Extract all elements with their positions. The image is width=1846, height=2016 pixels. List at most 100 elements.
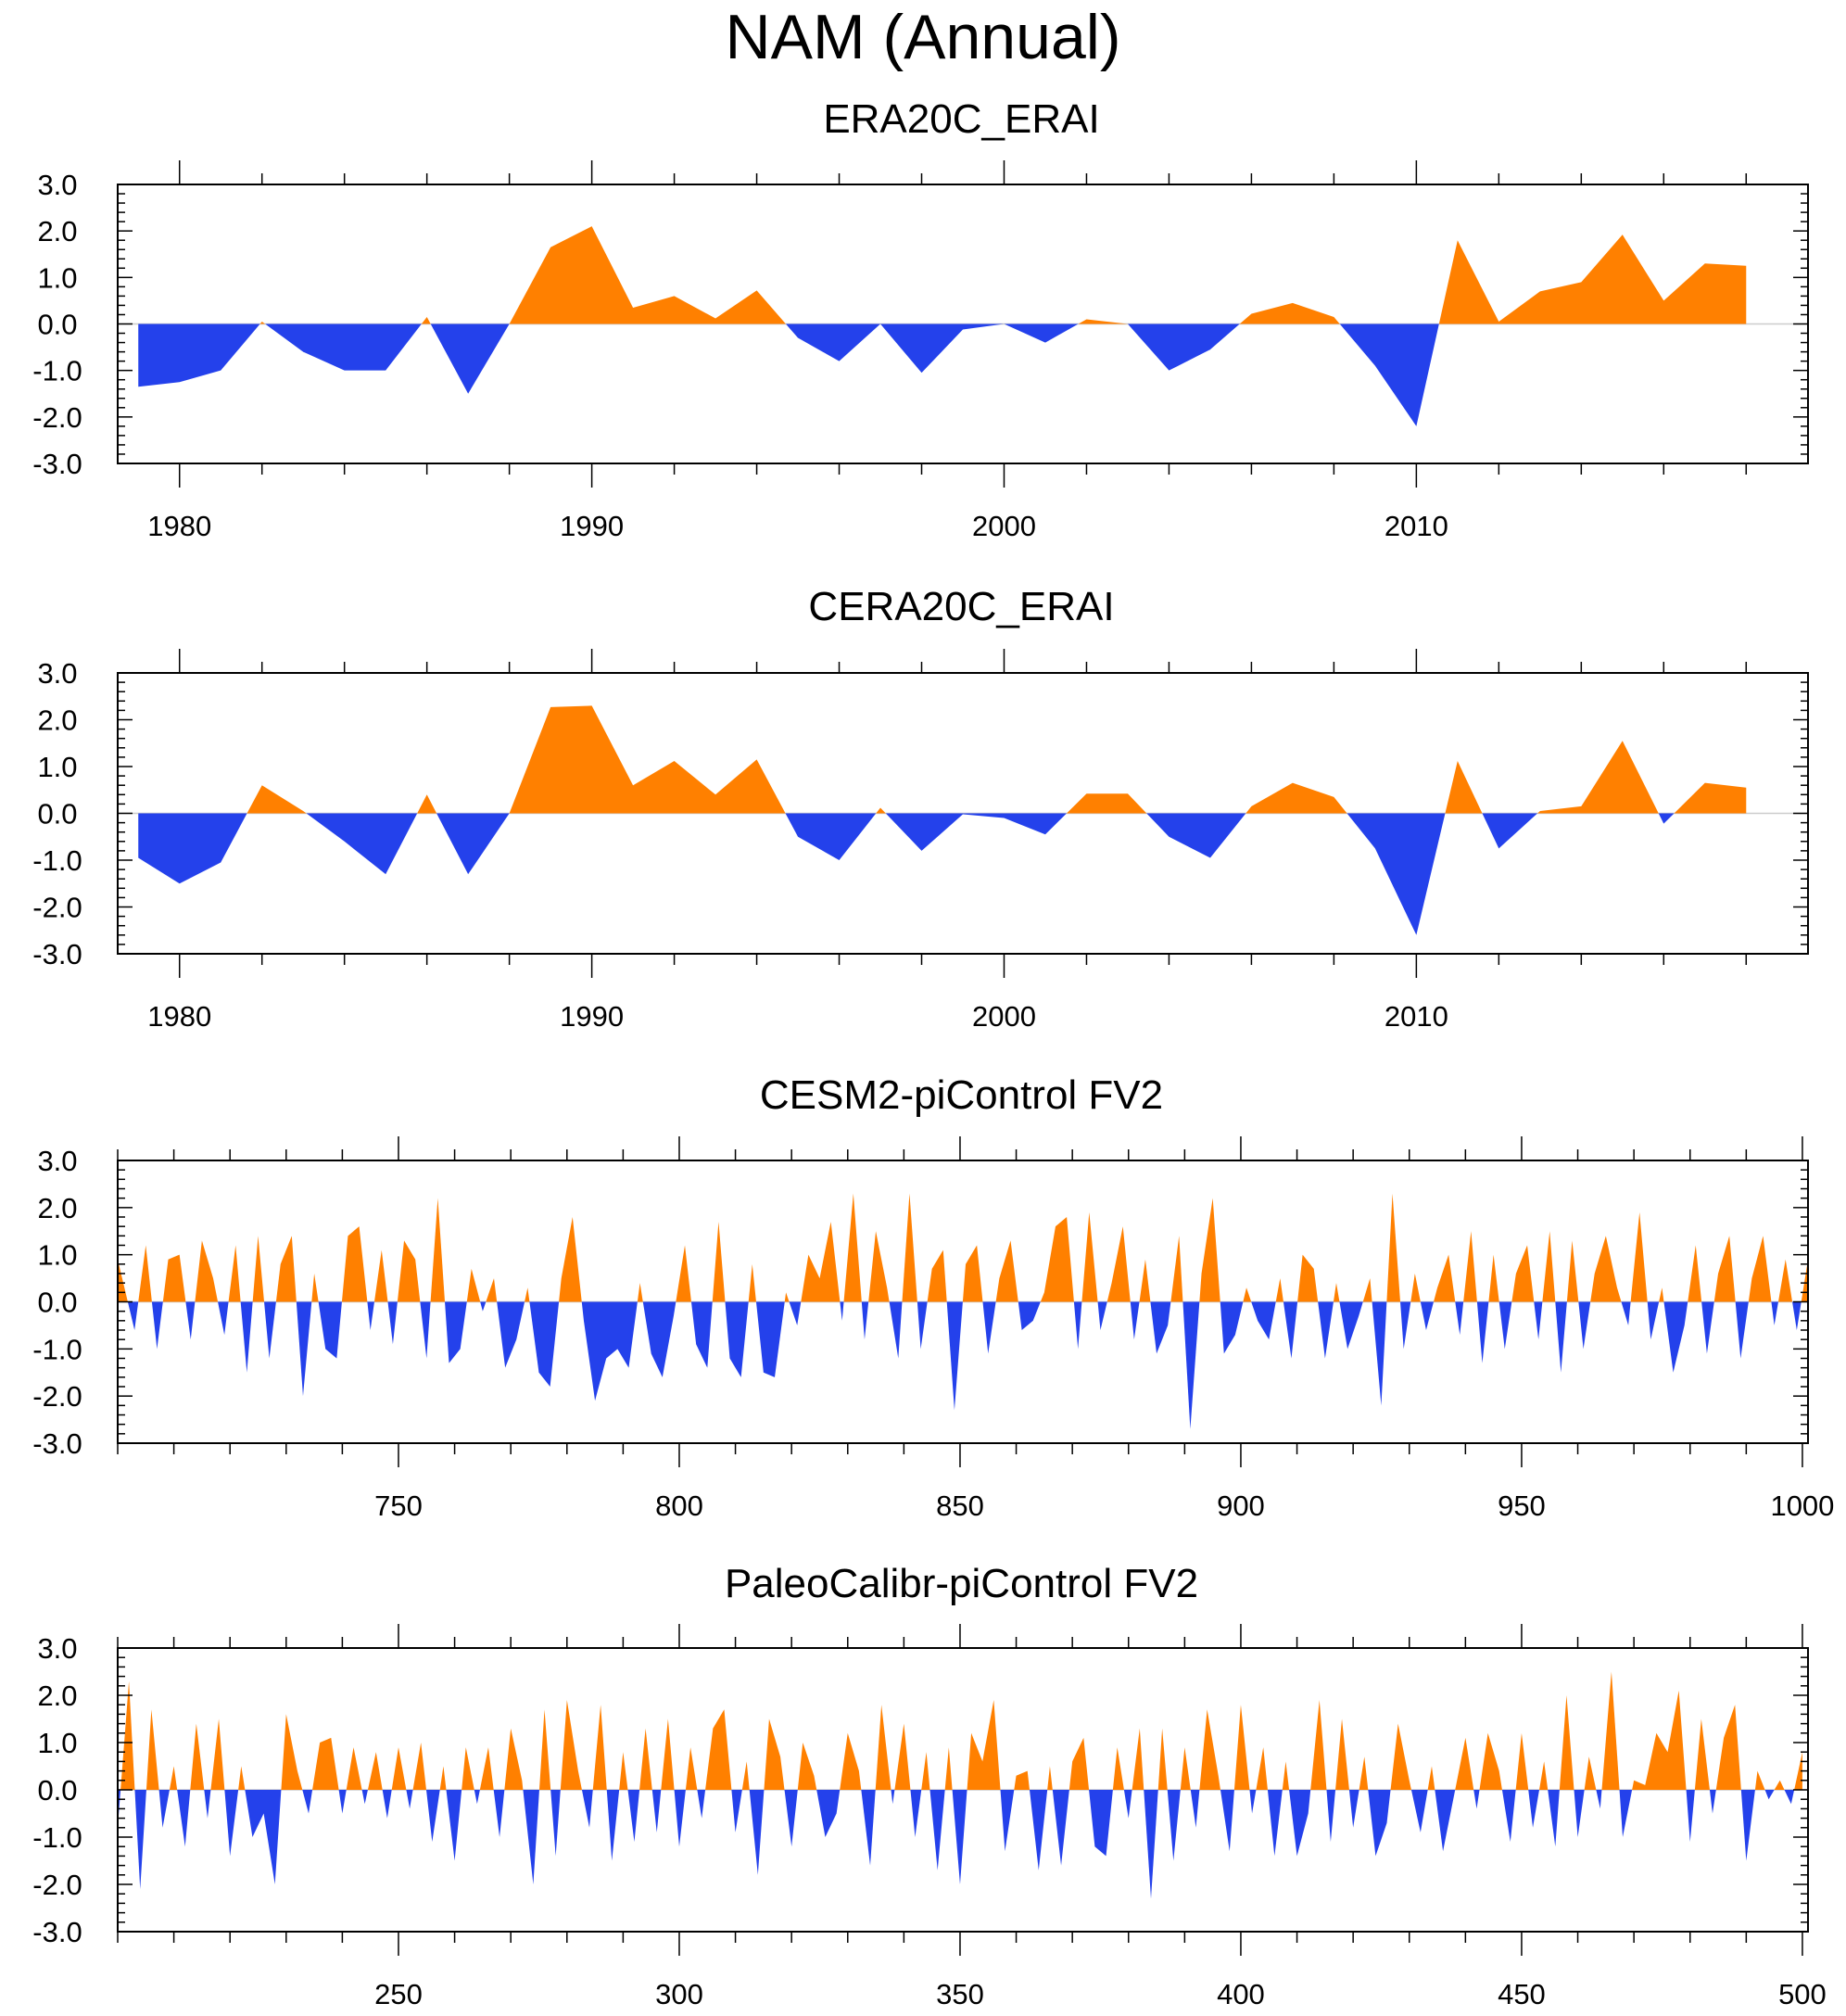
negative-area-53 xyxy=(982,1301,996,1354)
positive-area-22 xyxy=(430,1198,446,1302)
negative-area-36 xyxy=(581,1790,593,1828)
positive-area-51 xyxy=(764,1718,785,1790)
negative-area-28 xyxy=(474,1790,480,1805)
negative-area-16 xyxy=(1658,813,1675,824)
positive-area-49 xyxy=(741,1761,750,1790)
negative-area-37 xyxy=(725,1301,749,1377)
x-tick-label: 2010 xyxy=(1384,1000,1448,1033)
negative-area-26 xyxy=(446,1790,462,1861)
negative-area-4 xyxy=(430,323,510,394)
y-tick-label: 1.0 xyxy=(37,261,77,294)
negative-area-97 xyxy=(1647,1301,1660,1340)
negative-area-34 xyxy=(550,1790,561,1857)
negative-area-77 xyxy=(1372,1301,1387,1406)
negative-area-114 xyxy=(1686,1790,1695,1843)
positive-area-41 xyxy=(639,1728,652,1790)
panel-title-cesm2-picontrol: CESM2-piControl FV2 xyxy=(759,1072,1164,1118)
negative-area-85 xyxy=(1476,1301,1489,1363)
positive-area-111 xyxy=(1601,1671,1620,1790)
positive-area-123 xyxy=(1794,1752,1802,1790)
negative-area-39 xyxy=(755,1301,785,1377)
positive-area-42 xyxy=(801,1222,841,1302)
positive-area-74 xyxy=(1333,1283,1340,1302)
negative-area-65 xyxy=(1182,1301,1200,1429)
negative-area-6 xyxy=(785,323,881,361)
negative-area-35 xyxy=(690,1301,713,1368)
negative-area-24 xyxy=(426,1790,440,1843)
negative-area-110 xyxy=(1596,1790,1602,1809)
negative-area-59 xyxy=(1097,1301,1107,1330)
positive-area-70 xyxy=(1275,1278,1283,1302)
positive-area-11 xyxy=(1245,782,1347,814)
chart-panel-3: 3.0 2.0 1.0 0.0 -1.0 -2.0 -3.0 250 300 350 400 450 5… xyxy=(32,1624,1827,2010)
y-tick-label: 3.0 xyxy=(37,657,77,690)
negative-area-54 xyxy=(816,1790,841,1837)
negative-area-96 xyxy=(1410,1790,1428,1832)
positive-area-16 xyxy=(341,1226,368,1302)
positive-area-35 xyxy=(560,1700,582,1790)
negative-area-79 xyxy=(1400,1301,1411,1350)
positive-area-3 xyxy=(421,316,431,324)
positive-area-24 xyxy=(466,1268,481,1302)
negative-area-99 xyxy=(1663,1301,1688,1373)
positive-area-59 xyxy=(894,1723,911,1790)
negative-area-16 xyxy=(338,1790,347,1814)
positive-area-40 xyxy=(784,1292,790,1302)
negative-area-116 xyxy=(1709,1790,1716,1814)
negative-area-20 xyxy=(382,1790,392,1819)
y-tick-label: -2.0 xyxy=(32,1380,82,1413)
y-tick-label: 3.0 xyxy=(37,169,77,201)
positive-area-37 xyxy=(592,1705,607,1790)
negative-area-62 xyxy=(929,1790,945,1870)
negative-area-30 xyxy=(493,1790,505,1837)
positive-area-13 xyxy=(1445,760,1483,814)
y-tick-label: 1.0 xyxy=(37,751,77,783)
negative-area-101 xyxy=(1701,1301,1714,1354)
negative-area-1 xyxy=(127,1301,139,1330)
negative-area-100 xyxy=(1473,1790,1480,1809)
negative-area-11 xyxy=(264,1301,276,1359)
positive-area-97 xyxy=(1427,1766,1435,1790)
panel-title-era20c-erai: ERA20C_ERAI xyxy=(823,96,1100,142)
y-tick-label: 3.0 xyxy=(37,1145,77,1177)
negative-area-73 xyxy=(1318,1301,1334,1359)
negative-area-47 xyxy=(889,1301,903,1359)
positive-area-36 xyxy=(712,1222,726,1302)
negative-area-122 xyxy=(1784,1790,1795,1805)
positive-area-84 xyxy=(1463,1231,1477,1302)
negative-area-64 xyxy=(952,1790,967,1884)
positive-area-21 xyxy=(391,1747,407,1790)
x-tick-label: 900 xyxy=(1217,1490,1265,1522)
negative-area-29 xyxy=(529,1301,560,1387)
positive-area-101 xyxy=(1479,1732,1502,1790)
negative-area-3 xyxy=(151,1301,163,1350)
negative-area-93 xyxy=(1578,1301,1591,1350)
negative-area-33 xyxy=(642,1301,676,1377)
negative-area-69 xyxy=(1251,1301,1276,1340)
negative-area-15 xyxy=(318,1301,342,1359)
negative-area-4 xyxy=(436,813,510,875)
negative-area-31 xyxy=(581,1301,638,1401)
positive-area-117 xyxy=(1715,1705,1741,1790)
negative-area-10 xyxy=(1146,813,1246,858)
negative-area-52 xyxy=(784,1790,798,1847)
negative-area-6 xyxy=(177,1790,191,1847)
y-tick-label: 0.0 xyxy=(37,1287,77,1319)
negative-area-4 xyxy=(158,1790,170,1828)
negative-area-9 xyxy=(240,1301,253,1373)
positive-area-13 xyxy=(1239,302,1340,324)
figure-title: NAM (Annual) xyxy=(725,2,1121,72)
y-tick-label: -3.0 xyxy=(32,1916,82,1948)
y-tick-label: -2.0 xyxy=(32,892,82,924)
negative-area-70 xyxy=(1052,1790,1069,1866)
positive-area-109 xyxy=(1584,1756,1597,1790)
negative-area-89 xyxy=(1534,1301,1543,1340)
negative-area-8 xyxy=(880,323,1005,374)
positive-area-48 xyxy=(902,1193,917,1302)
negative-area-67 xyxy=(1220,1301,1244,1354)
negative-area-107 xyxy=(1792,1301,1802,1330)
negative-area-12 xyxy=(1347,813,1446,935)
negative-area-12 xyxy=(245,1790,282,1884)
positive-area-83 xyxy=(1233,1705,1250,1790)
negative-area-112 xyxy=(1619,1790,1633,1837)
